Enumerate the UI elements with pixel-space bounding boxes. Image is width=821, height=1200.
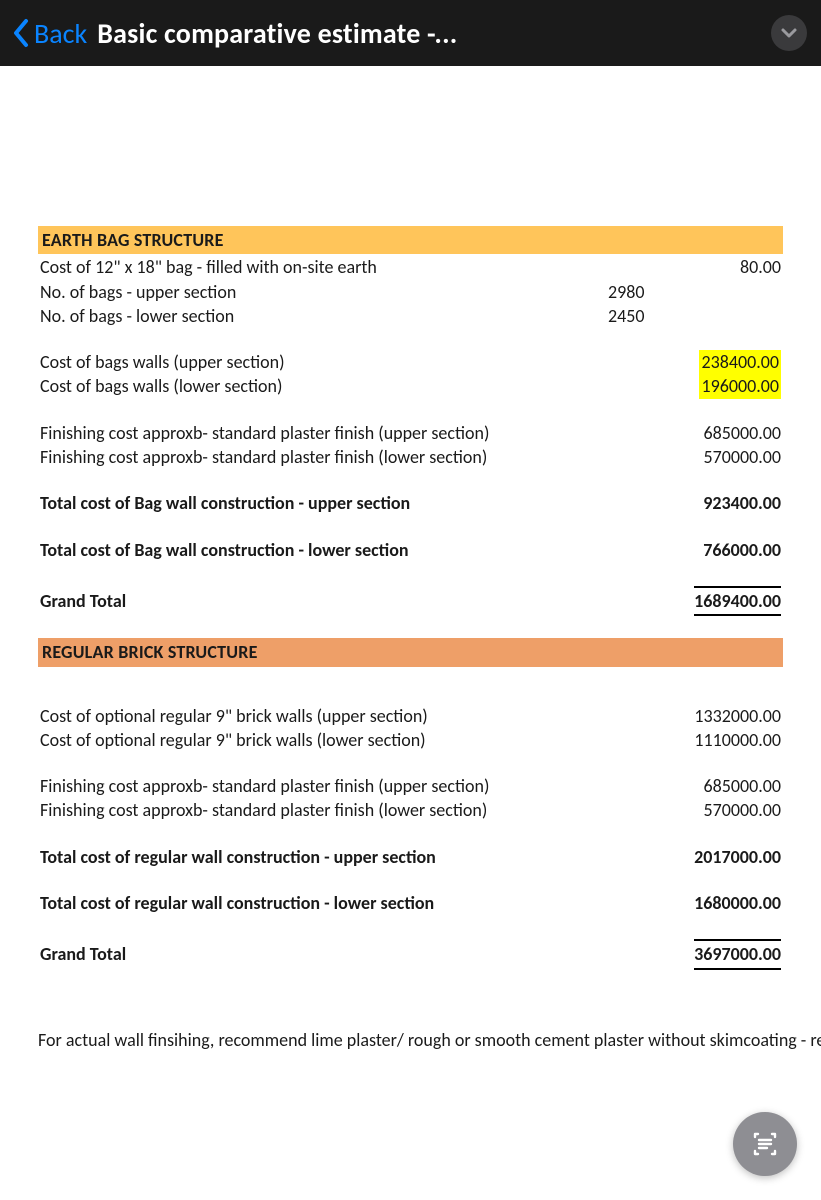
label: No. of bags - lower section bbox=[40, 304, 234, 328]
label: Cost of 12" x 18" bag - filled with on-s… bbox=[40, 255, 377, 279]
row-brick-walls-upper: Cost of optional regular 9" brick walls … bbox=[38, 704, 783, 728]
row-walls-lower: Cost of bags walls (lower section) 19600… bbox=[38, 374, 783, 398]
page-title: Basic comparative estimate -... bbox=[97, 16, 765, 51]
row-walls-upper: Cost of bags walls (upper section) 23840… bbox=[38, 350, 783, 374]
value: 1689400.00 bbox=[694, 586, 781, 616]
label: Cost of optional regular 9" brick walls … bbox=[40, 704, 428, 728]
label: Total cost of regular wall construction … bbox=[40, 845, 436, 869]
row-total-upper: Total cost of Bag wall construction - up… bbox=[38, 491, 783, 515]
value: 1110000.00 bbox=[694, 728, 781, 752]
value: 2980 bbox=[608, 280, 645, 304]
row-bags-upper: No. of bags - upper section 2980 bbox=[38, 280, 783, 304]
more-button[interactable] bbox=[771, 15, 807, 51]
row-finish-upper: Finishing cost approxb- standard plaster… bbox=[38, 421, 783, 445]
section-header-brick: REGULAR BRICK STRUCTURE bbox=[38, 638, 783, 666]
chevron-left-icon bbox=[10, 16, 32, 50]
label: Total cost of Bag wall construction - up… bbox=[40, 491, 410, 515]
value: 685000.00 bbox=[703, 421, 781, 445]
row-brick-finish-upper: Finishing cost approxb- standard plaster… bbox=[38, 774, 783, 798]
label: Finishing cost approxb- standard plaster… bbox=[40, 774, 489, 798]
value: 2450 bbox=[608, 304, 645, 328]
row-finish-lower: Finishing cost approxb- standard plaster… bbox=[38, 445, 783, 469]
row-brick-finish-lower: Finishing cost approxb- standard plaster… bbox=[38, 798, 783, 822]
row-total-lower: Total cost of Bag wall construction - lo… bbox=[38, 538, 783, 562]
text-select-icon bbox=[749, 1128, 781, 1160]
navbar: Back Basic comparative estimate -... bbox=[0, 0, 821, 66]
value: 1332000.00 bbox=[694, 704, 781, 728]
label: No. of bags - upper section bbox=[40, 280, 236, 304]
value: 923400.00 bbox=[703, 491, 781, 515]
label: Finishing cost approxb- standard plaster… bbox=[40, 445, 487, 469]
label: Total cost of regular wall construction … bbox=[40, 891, 434, 915]
chevron-down-icon bbox=[780, 24, 798, 42]
value: 1680000.00 bbox=[694, 891, 781, 915]
value: 570000.00 bbox=[703, 445, 781, 469]
label: Total cost of Bag wall construction - lo… bbox=[40, 538, 409, 562]
value: 570000.00 bbox=[703, 798, 781, 822]
footer-note: For actual wall finsihing, recommend lim… bbox=[38, 1028, 783, 1052]
row-brick-total-lower: Total cost of regular wall construction … bbox=[38, 891, 783, 915]
value-highlight: 196000.00 bbox=[699, 374, 781, 398]
value-highlight: 238400.00 bbox=[699, 350, 781, 374]
value: 766000.00 bbox=[703, 538, 781, 562]
row-bag-cost: Cost of 12" x 18" bag - filled with on-s… bbox=[38, 255, 783, 279]
row-bags-lower: No. of bags - lower section 2450 bbox=[38, 304, 783, 328]
label: Grand Total bbox=[40, 589, 126, 613]
label: Finishing cost approxb- standard plaster… bbox=[40, 421, 489, 445]
value: 80.00 bbox=[740, 255, 781, 279]
text-select-fab[interactable] bbox=[733, 1112, 797, 1176]
label: Cost of bags walls (lower section) bbox=[40, 374, 282, 398]
label: Cost of bags walls (upper section) bbox=[40, 350, 285, 374]
value: 685000.00 bbox=[703, 774, 781, 798]
label: Finishing cost approxb- standard plaster… bbox=[40, 798, 487, 822]
back-button[interactable]: Back bbox=[10, 16, 87, 51]
row-brick-grand-total: Grand Total 3697000.00 bbox=[38, 937, 783, 969]
value: 2017000.00 bbox=[694, 845, 781, 869]
row-brick-walls-lower: Cost of optional regular 9" brick walls … bbox=[38, 728, 783, 752]
value: 3697000.00 bbox=[694, 939, 781, 969]
back-label: Back bbox=[34, 16, 87, 51]
document-body: EARTH BAG STRUCTURE Cost of 12" x 18" ba… bbox=[0, 66, 821, 1052]
section-header-earth: EARTH BAG STRUCTURE bbox=[38, 226, 783, 254]
row-brick-total-upper: Total cost of regular wall construction … bbox=[38, 845, 783, 869]
row-grand-total: Grand Total 1689400.00 bbox=[38, 584, 783, 616]
label: Cost of optional regular 9" brick walls … bbox=[40, 728, 426, 752]
label: Grand Total bbox=[40, 942, 126, 966]
